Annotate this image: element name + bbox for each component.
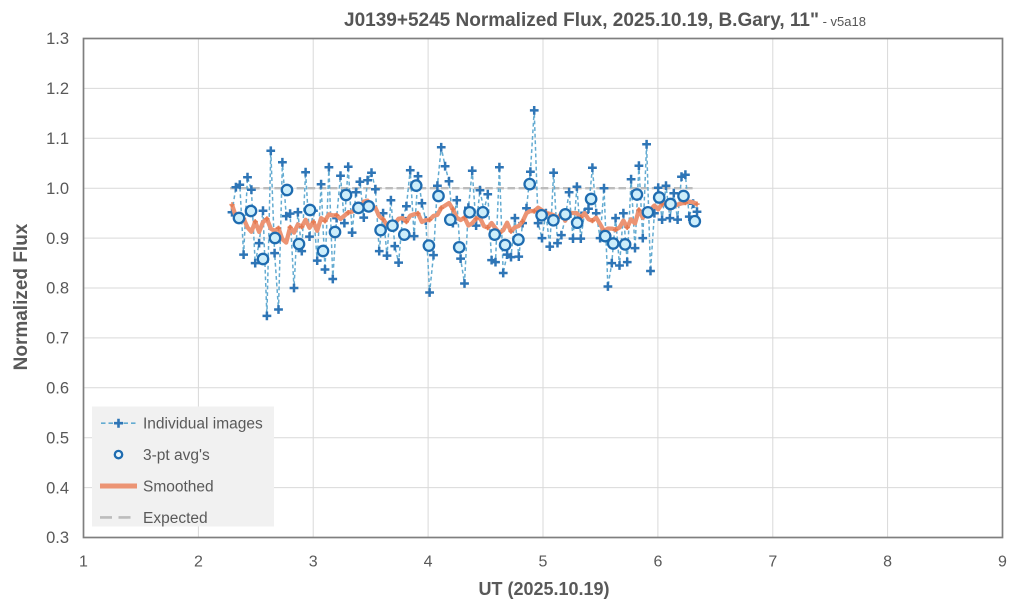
svg-text:3: 3: [309, 554, 318, 571]
svg-text:3-pt avg's: 3-pt avg's: [143, 447, 210, 464]
svg-text:1.2: 1.2: [46, 80, 69, 98]
svg-text:0.8: 0.8: [46, 280, 69, 298]
svg-text:4: 4: [424, 554, 433, 571]
svg-text:1.0: 1.0: [46, 180, 69, 198]
svg-text:Expected: Expected: [143, 510, 208, 527]
svg-text:5: 5: [539, 554, 548, 571]
svg-text:7: 7: [768, 554, 777, 571]
svg-text:6: 6: [653, 554, 662, 571]
svg-text:0.3: 0.3: [46, 529, 69, 547]
svg-text:0.5: 0.5: [46, 429, 69, 447]
svg-text:Individual images: Individual images: [143, 416, 263, 433]
svg-text:Normalized Flux: Normalized Flux: [11, 223, 32, 370]
svg-text:UT (2025.10.19): UT (2025.10.19): [478, 579, 609, 599]
svg-text:9: 9: [998, 554, 1007, 571]
svg-text:Smoothed: Smoothed: [143, 478, 214, 495]
svg-text:0.7: 0.7: [46, 330, 69, 348]
svg-text:0.9: 0.9: [46, 230, 69, 248]
svg-text:8: 8: [883, 554, 892, 571]
svg-text:1.3: 1.3: [46, 30, 69, 48]
svg-text:2: 2: [194, 554, 203, 571]
svg-text:1.1: 1.1: [46, 130, 69, 148]
svg-text:0.4: 0.4: [46, 479, 69, 497]
svg-text:0.6: 0.6: [46, 380, 69, 398]
svg-text:J0139+5245 Normalized Flux, 20: J0139+5245 Normalized Flux, 2025.10.19, …: [344, 10, 866, 31]
svg-text:1: 1: [79, 554, 88, 571]
